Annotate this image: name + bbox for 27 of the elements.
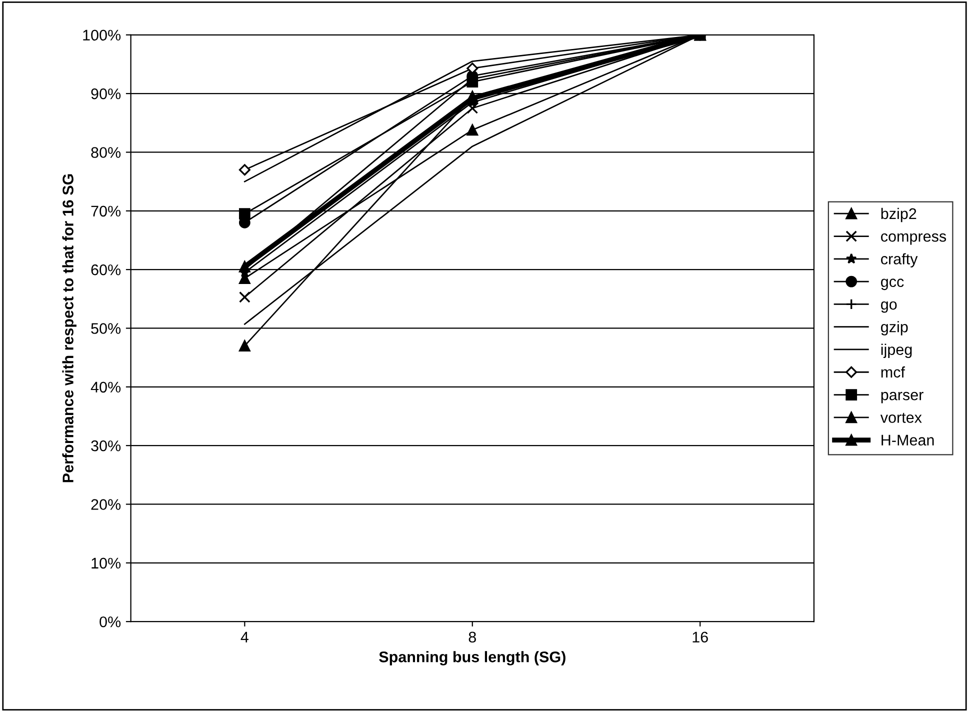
legend-label: H-Mean <box>882 434 934 446</box>
y-tick-label: 10% <box>92 558 121 569</box>
y-tick-label: 100% <box>83 30 121 41</box>
legend-label: gcc <box>881 278 904 290</box>
legend-label: go <box>881 301 897 313</box>
legend-label: ijpeg <box>881 344 912 358</box>
legend-label: gzip <box>881 321 908 336</box>
y-axis-title: Performance with respect to that for 16 SG <box>62 174 76 482</box>
legend-label: crafty <box>881 253 918 268</box>
x-axis-title: Spanning bus length (SG) <box>379 651 566 666</box>
legend-label: bzip2 <box>881 208 916 222</box>
y-tick-label: 60% <box>91 264 121 276</box>
y-tick-label: 0% <box>100 616 121 628</box>
y-tick-label: 80% <box>91 147 121 158</box>
x-tick-label: 16 <box>692 632 708 643</box>
x-tick-label: 4 <box>240 632 248 642</box>
y-tick-label: 30% <box>91 440 121 452</box>
legend-label: compress <box>881 233 946 245</box>
y-tick-label: 40% <box>90 382 121 393</box>
legend-label: mcf <box>881 366 906 378</box>
y-tick-label: 90% <box>91 88 121 100</box>
x-tick-label: 8 <box>468 632 476 643</box>
legend-label: parser <box>881 392 924 404</box>
y-tick-label: 70% <box>91 206 121 217</box>
legend-label: vortex <box>880 412 922 423</box>
y-tick-label: 50% <box>91 323 121 334</box>
y-tick-label: 20% <box>91 499 121 510</box>
